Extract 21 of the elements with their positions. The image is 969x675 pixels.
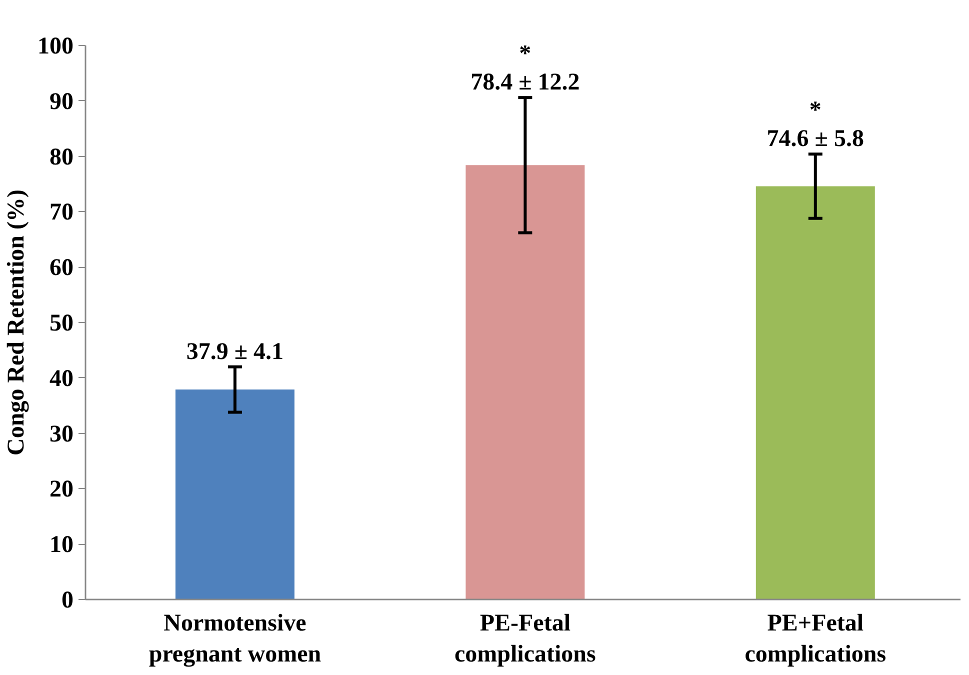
y-tick-label: 70 bbox=[50, 200, 74, 226]
x-tick-label: Normotensive pregnant women bbox=[148, 610, 322, 668]
y-tick-label: 10 bbox=[50, 532, 74, 558]
bar bbox=[175, 390, 294, 600]
data-label: 37.9 ± 4.1 bbox=[186, 338, 284, 365]
y-tick-label: 90 bbox=[50, 88, 74, 115]
x-tick-label: PE-Fetal complications bbox=[454, 610, 596, 668]
y-tick-label: 100 bbox=[38, 34, 74, 60]
x-tick-label: PE+Fetal complications bbox=[744, 610, 886, 668]
data-label: * 74.6 ± 5.8 bbox=[766, 97, 864, 152]
y-tick-label: 0 bbox=[62, 588, 74, 614]
y-tick-label: 40 bbox=[50, 366, 74, 392]
y-tick-label: 50 bbox=[50, 310, 74, 336]
bar bbox=[466, 165, 585, 600]
y-tick-label: 80 bbox=[50, 144, 74, 170]
data-label: * 78.4 ± 12.2 bbox=[470, 40, 580, 96]
y-axis-title: Congo Red Retention (%) bbox=[4, 190, 30, 456]
y-tick-label: 30 bbox=[50, 421, 74, 448]
bar bbox=[756, 186, 875, 600]
y-tick-label: 20 bbox=[50, 476, 74, 503]
y-tick-label: 60 bbox=[50, 255, 74, 282]
